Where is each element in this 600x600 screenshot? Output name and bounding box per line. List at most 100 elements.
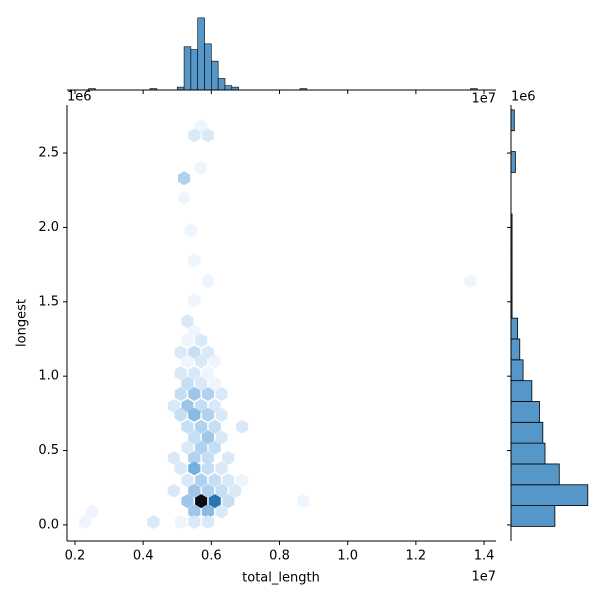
x-tick-label: 0.2 bbox=[65, 549, 86, 564]
hex-cell bbox=[201, 461, 214, 476]
hex-cell bbox=[184, 223, 197, 238]
hex-cell bbox=[188, 324, 201, 339]
hex-cell bbox=[181, 333, 194, 348]
hex-cell bbox=[181, 419, 194, 434]
hex-cell bbox=[167, 451, 180, 465]
hex-cell bbox=[195, 376, 208, 391]
hex-cell bbox=[86, 504, 99, 519]
hex-cell bbox=[188, 366, 201, 381]
hist-bar bbox=[510, 338, 521, 361]
hist-bar bbox=[224, 85, 233, 91]
hex-cell bbox=[229, 483, 242, 498]
hex-cell bbox=[464, 274, 477, 288]
hex-cell bbox=[208, 398, 221, 413]
hex-cell bbox=[174, 345, 187, 360]
hex-cell bbox=[208, 354, 221, 369]
hex-cell bbox=[222, 473, 235, 488]
hex-cell bbox=[174, 461, 187, 476]
hex-cell bbox=[297, 494, 310, 509]
hex-cell bbox=[181, 494, 194, 509]
hist-bar bbox=[510, 380, 533, 402]
hex-cell bbox=[167, 398, 180, 413]
y-tick-label: 2.0 bbox=[38, 220, 59, 235]
hex-cell bbox=[201, 483, 214, 498]
x-axis-label: total_length bbox=[242, 571, 320, 586]
hex-cell bbox=[236, 419, 249, 434]
hist-bar bbox=[510, 505, 556, 527]
hex-cell bbox=[208, 376, 221, 391]
hex-cell bbox=[215, 461, 228, 476]
hex-cell bbox=[222, 494, 235, 509]
hex-cell bbox=[178, 171, 191, 186]
hex-cell bbox=[174, 366, 187, 381]
y-tick-label: 1.0 bbox=[38, 369, 59, 384]
hex-cell bbox=[195, 119, 208, 134]
hex-cell bbox=[79, 515, 92, 529]
hex-cell bbox=[208, 419, 221, 434]
hist-bar bbox=[510, 484, 589, 506]
hex-cell bbox=[195, 440, 208, 455]
hex-cell bbox=[208, 440, 221, 455]
hex-cell bbox=[188, 345, 201, 360]
hex-cell bbox=[236, 473, 249, 488]
x-tick-label: 0.8 bbox=[269, 549, 290, 564]
hex-cell bbox=[195, 398, 208, 413]
y-axis-label: longest bbox=[15, 299, 30, 347]
x-offset: 1e7 bbox=[471, 92, 496, 107]
hist-bar bbox=[510, 421, 544, 444]
y-tick-label: 2.5 bbox=[38, 146, 59, 161]
hex-cell bbox=[188, 293, 201, 308]
hex-cell bbox=[147, 515, 160, 529]
hex-cell bbox=[167, 483, 180, 498]
hex-cell bbox=[208, 473, 221, 488]
hex-cell bbox=[188, 451, 201, 465]
hex-cell bbox=[188, 430, 201, 445]
hist-bar bbox=[204, 43, 212, 91]
hex-cell bbox=[215, 483, 228, 498]
x-tick-label: 1.4 bbox=[474, 549, 495, 564]
hex-cell bbox=[195, 333, 208, 348]
hex-cell bbox=[188, 128, 201, 143]
hist-bar bbox=[510, 401, 540, 423]
x-tick-label: 1.2 bbox=[406, 549, 427, 564]
hex-cell bbox=[201, 407, 214, 422]
x-tick-label: 0.4 bbox=[133, 549, 154, 564]
x-tick-label: 1.0 bbox=[337, 549, 358, 564]
hex-cell bbox=[195, 419, 208, 434]
hex-cell bbox=[174, 515, 187, 529]
hist-bar bbox=[190, 49, 199, 91]
hist-bar bbox=[510, 359, 524, 382]
hex-cell bbox=[215, 430, 228, 445]
hex-cell bbox=[174, 387, 187, 401]
hist-bar bbox=[510, 317, 518, 340]
hex-cell bbox=[195, 160, 208, 175]
hex-cell bbox=[215, 504, 228, 519]
hex-cell bbox=[195, 354, 208, 369]
y-tick-label: 0.5 bbox=[38, 443, 59, 458]
hex-cell bbox=[188, 253, 201, 268]
hex-cell bbox=[195, 494, 208, 509]
hex-cell bbox=[215, 407, 228, 422]
hex-cell bbox=[201, 366, 214, 381]
y-offset: 1e6 bbox=[511, 90, 536, 105]
hist-bar bbox=[510, 442, 546, 465]
hex-cell bbox=[181, 314, 194, 329]
hex-cell bbox=[188, 504, 201, 519]
hex-cell bbox=[188, 407, 201, 422]
hex-cell bbox=[181, 398, 194, 413]
hex-cell bbox=[201, 345, 214, 360]
hex-cell bbox=[201, 387, 214, 401]
y-offset: 1e6 bbox=[67, 90, 92, 105]
hex-cell bbox=[188, 483, 201, 498]
hex-cell bbox=[178, 190, 191, 205]
hist-bar bbox=[211, 60, 219, 91]
hex-cell bbox=[201, 451, 214, 465]
hex-cell bbox=[188, 387, 201, 401]
hex-cell bbox=[222, 451, 235, 465]
y-tick-label: 0.0 bbox=[38, 517, 59, 532]
hex-cell bbox=[201, 504, 214, 519]
hex-cell bbox=[181, 376, 194, 391]
x-offset: 1e7 bbox=[471, 570, 496, 585]
